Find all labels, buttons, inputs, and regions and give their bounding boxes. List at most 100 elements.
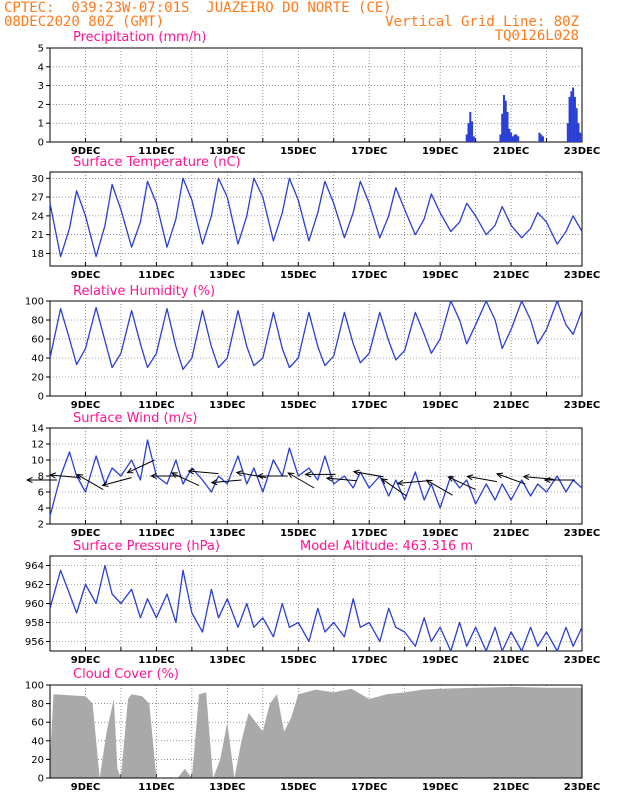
y-tick-label: 8 [38,472,44,483]
panel-frame [49,171,583,267]
precip-bar [568,96,571,142]
wind-arrow [101,477,132,487]
wind-arrow-shaft [381,478,407,497]
wind-arrow-head [466,474,474,481]
wind-arrow-head [522,473,530,481]
x-date-label: 15DEC [280,782,316,793]
wind-arrow [325,475,357,482]
precip-bar [566,123,569,142]
precip-bar [541,136,544,142]
panel-frame [49,555,583,652]
x-date-label: 23DEC [564,782,600,793]
panel-2: Surface Temperature (nC) 18 21 24 27 30 9DEC 11… [31,155,600,281]
x-date-label: 15DEC [280,528,316,539]
wind-arrow-shaft [326,477,357,482]
precip-bar [517,136,520,142]
x-date-label: 21DEC [493,400,529,411]
y-tick-label: 10 [31,456,44,467]
x-date-label: 9DEC [71,270,100,281]
wind-arrow-shaft [523,476,554,480]
y-tick-label: 60 [31,335,44,346]
precip-bar [515,134,518,142]
wind-arrow [256,472,288,480]
panel-annotation: Model Altitude: 463.316 m [300,539,473,554]
wind-arrow [25,476,58,484]
panel-4: Surface Wind (m/s) 2 4 6 8 10 12 14 9DEC 11DEC 13D… [25,411,600,539]
wind-arrow-head [170,472,178,478]
x-date-label: 9DEC [71,146,100,157]
series-line [49,300,583,371]
panel-title: Cloud Cover (%) [73,667,179,682]
precip-bar [508,128,511,142]
wind-arrow-head [325,475,333,482]
panel-5: Surface Pressure (hPa) Model Altitude: 46… [25,539,600,666]
y-tick-label: 2 [38,100,44,111]
x-date-label: 19DEC [422,782,458,793]
precip-bar [573,96,576,142]
y-tick-label: 14 [31,424,44,435]
wind-arrow-head [396,479,404,487]
y-tick-label: 100 [25,297,44,308]
precip-bar [577,123,580,142]
wind-arrow-shaft [50,474,81,479]
wind-arrow-shaft [211,479,242,484]
y-tick-label: 18 [31,249,44,260]
y-tick-label: 0 [38,392,44,403]
x-date-label: 17DEC [351,400,387,411]
panel-frame-top [49,684,583,779]
y-tick-label: 1 [38,119,44,130]
precip-bar [570,91,573,142]
panel-title: Surface Pressure (hPa) [73,539,220,554]
y-tick-label: 20 [31,755,44,766]
x-date-label: 15DEC [280,146,316,157]
panel-6: Cloud Cover (%) 0 20 40 60 80 100 9DEC 11DEC 13DE… [25,667,600,793]
precip-bar [579,132,582,142]
wind-arrow-shaft [236,471,267,479]
x-date-label: 13DEC [209,528,245,539]
precip-bar [501,113,504,142]
wind-arrow [352,469,384,478]
panel-frame [49,300,583,397]
x-date-label: 13DEC [209,270,245,281]
y-tick-label: 0 [38,774,44,785]
wind-arrow-head [256,472,264,480]
panel-title: Surface Temperature (nC) [73,155,241,170]
wind-arrow [522,473,554,481]
wind-arrow-head [25,476,33,484]
wind-arrow-shaft [287,472,315,489]
precip-bar [472,136,475,142]
y-tick-label: 956 [25,637,44,648]
wind-arrow-shaft [397,480,428,484]
wind-arrow [304,471,336,478]
y-tick-label: 80 [31,316,44,327]
precip-bar [575,108,578,142]
x-date-label: 23DEC [564,655,600,666]
x-date-label: 19DEC [422,400,458,411]
y-tick-label: 80 [31,699,44,710]
y-tick-label: 20 [31,373,44,384]
y-tick-label: 40 [31,354,44,365]
station-header: CPTEC: 039:23W-07:01S JUAZEIRO DO NORTE … [4,0,392,16]
x-date-label: 13DEC [209,146,245,157]
x-date-label: 17DEC [351,655,387,666]
wind-arrow [150,472,182,480]
x-date-label: 11DEC [138,782,174,793]
wind-arrow [210,479,242,486]
x-date-label: 17DEC [351,782,387,793]
x-date-label: 19DEC [422,655,458,666]
series-line [49,564,583,652]
panel-1: Precipitation (mm/h) 0 1 2 3 4 5 9DEC 11DEC 13DEC… [38,30,601,157]
y-tick-label: 962 [25,580,44,591]
x-date-label: 15DEC [280,270,316,281]
x-date-label: 17DEC [351,528,387,539]
y-tick-label: 960 [25,599,44,610]
precip-bar [465,134,468,142]
precip-bar [513,134,516,142]
panel-title: Precipitation (mm/h) [73,30,206,45]
x-date-label: 9DEC [71,655,100,666]
wind-arrow-head [187,468,195,475]
wind-arrow-shaft [426,479,453,496]
x-date-label: 13DEC [209,400,245,411]
y-tick-label: 100 [25,681,44,692]
